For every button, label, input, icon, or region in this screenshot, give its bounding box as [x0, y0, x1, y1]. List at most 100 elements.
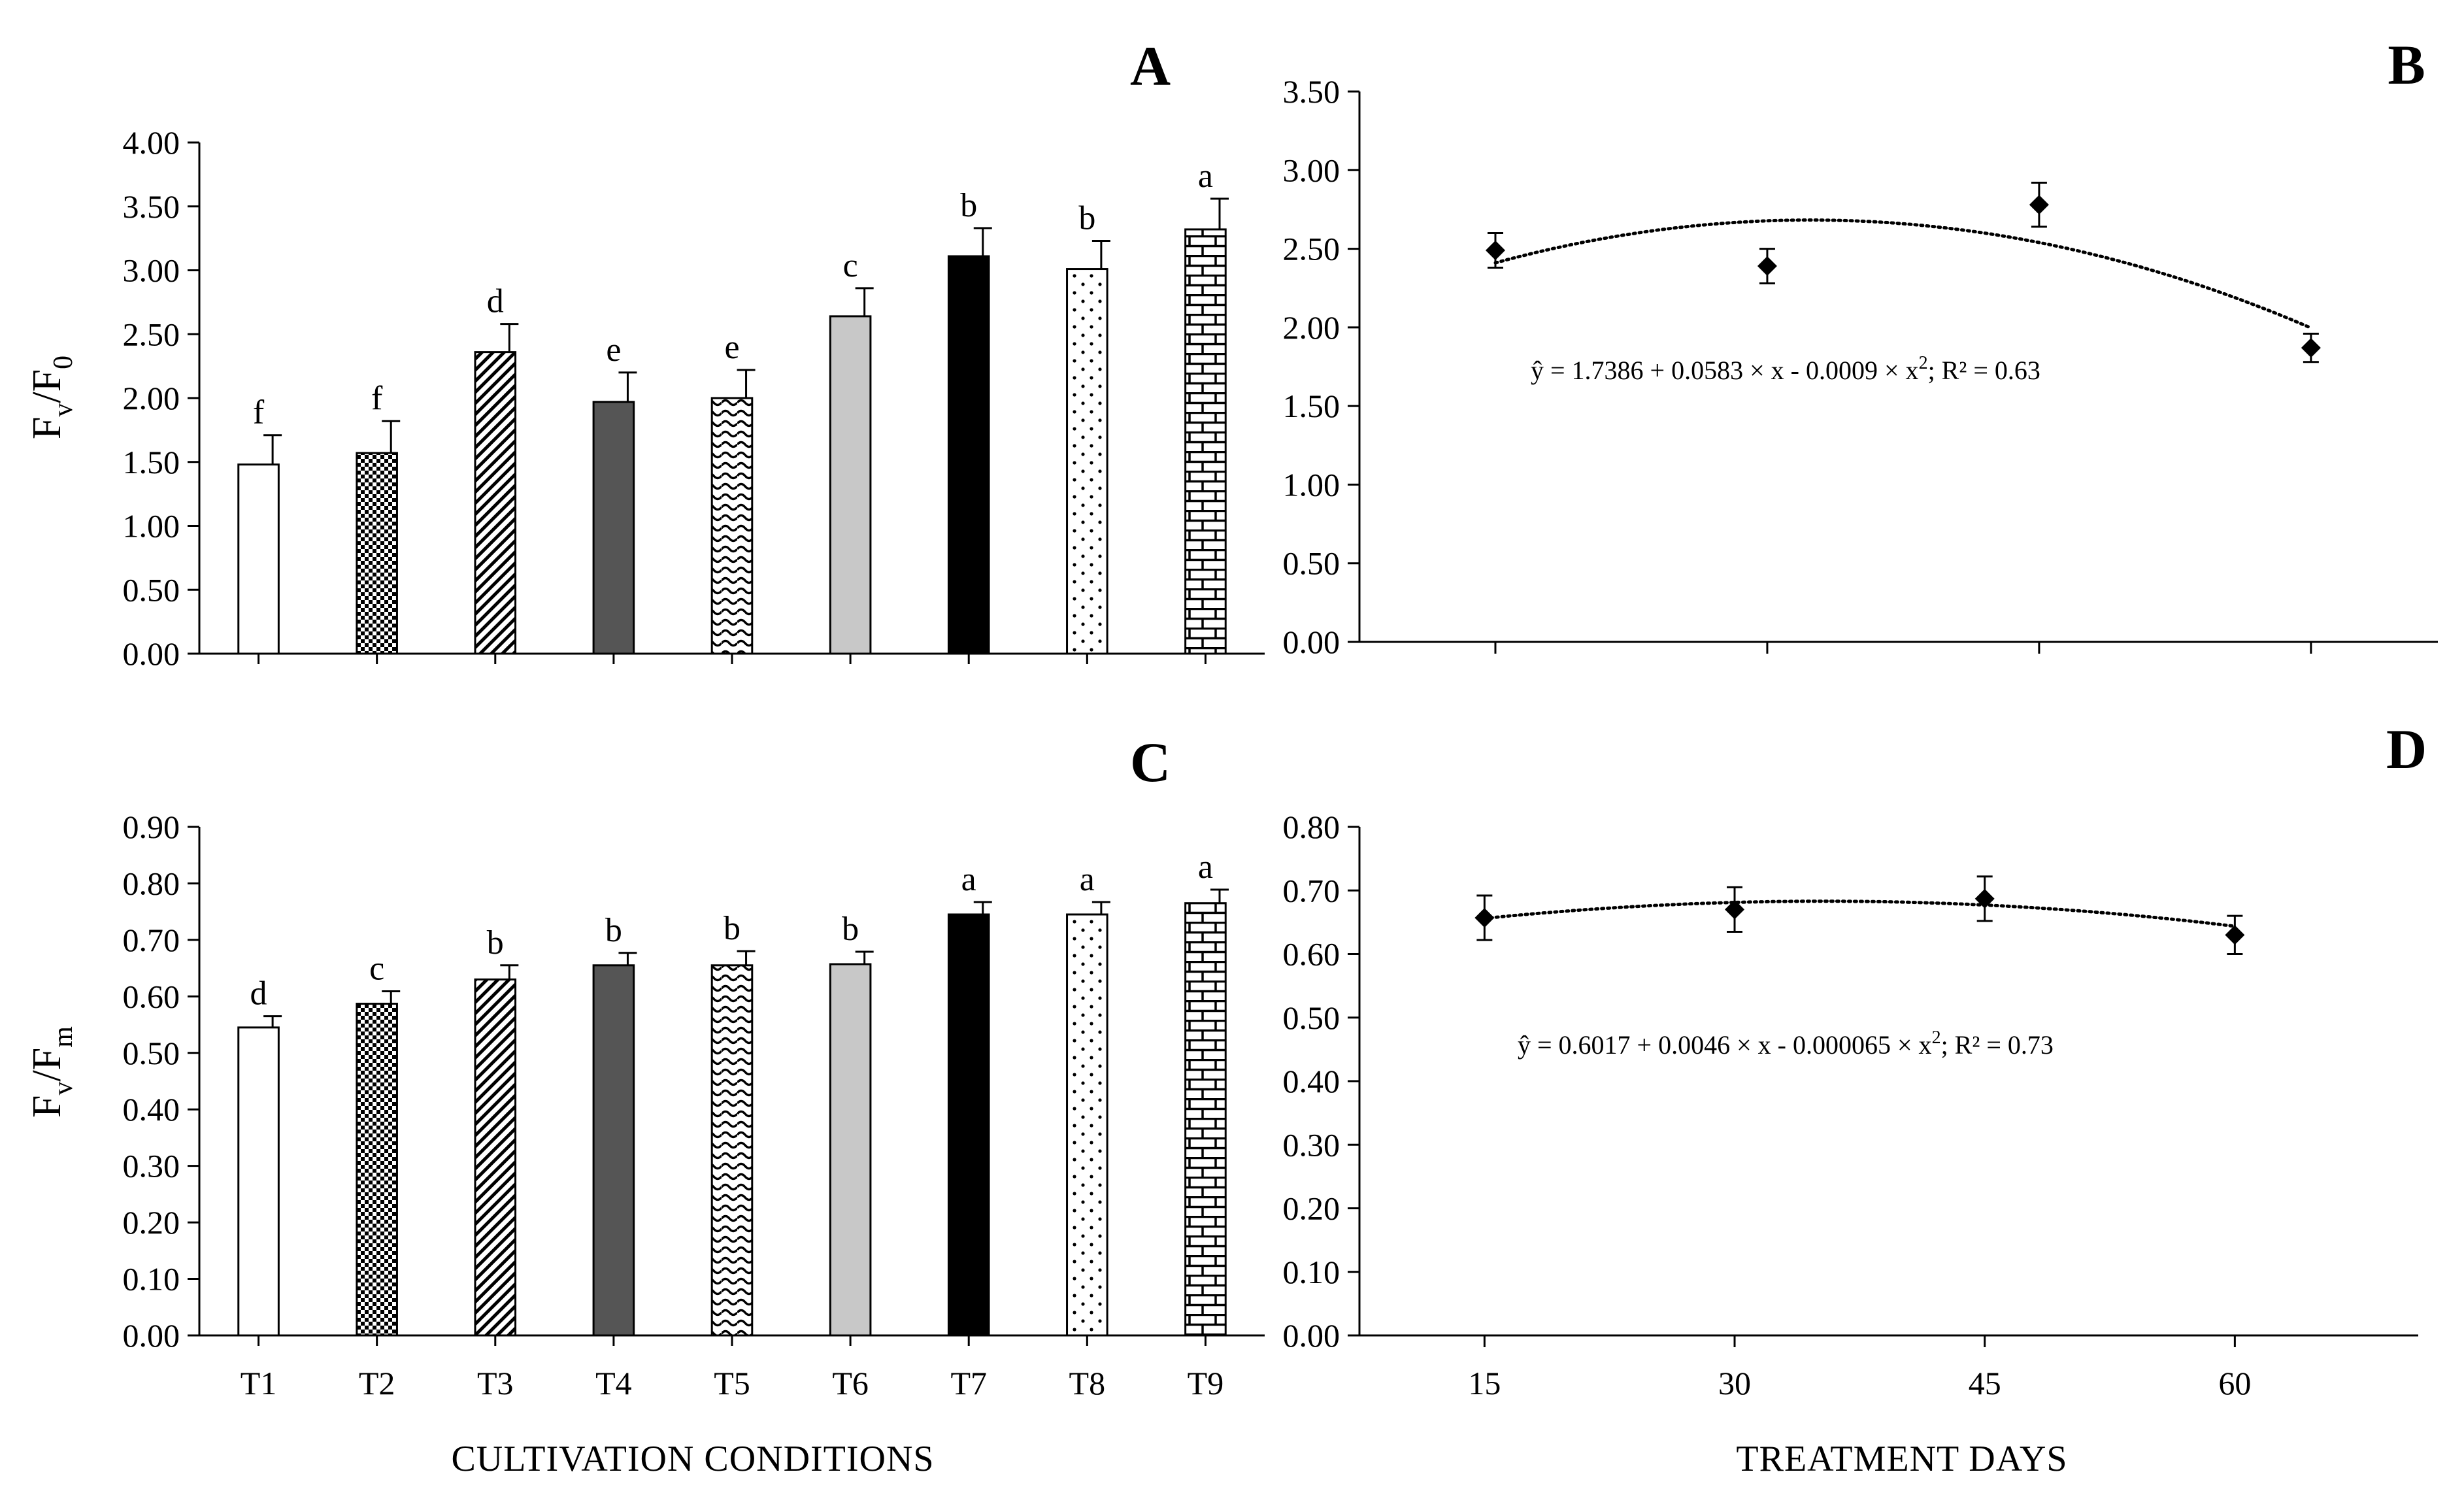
significance-letter-a-T3: d — [487, 283, 504, 320]
significance-letter-a-T7: b — [960, 187, 977, 224]
y-tick-label-b: 0.50 — [1283, 545, 1340, 582]
y-tick-label-c: 0.60 — [123, 978, 180, 1014]
y-tick-label-d: 0.20 — [1283, 1190, 1340, 1227]
data-point-d — [1974, 888, 1995, 909]
data-point-b — [2029, 195, 2049, 215]
y-tick-label-c: 0.70 — [123, 922, 180, 958]
bar-c-T2 — [356, 1003, 398, 1337]
panel-d: D ŷ = 0.6017 + 0.0046 × x - 0.000065 × x… — [1283, 718, 2427, 1479]
bar-c-T3 — [474, 978, 517, 1337]
panel-c: C Fv/Fm CULTIVATION CONDITIONS 0.00 0.10 0… — [25, 731, 1265, 1479]
bar-a-T9 — [1184, 228, 1227, 655]
x-tick-label-d: 30 — [1718, 1365, 1751, 1401]
x-tick-label-d: 60 — [2218, 1365, 2251, 1401]
regression-equation-d: ŷ = 0.6017 + 0.0046 × x - 0.000065 × x2;… — [1518, 1028, 2054, 1060]
data-point-b — [1757, 256, 1777, 276]
y-tick-label-c: 0.20 — [123, 1204, 180, 1241]
y-tick-label-a: 4.00 — [123, 124, 180, 161]
y-tick-label-c: 0.80 — [123, 865, 180, 901]
bar-c-T9 — [1184, 902, 1227, 1337]
y-tick-label-b: 3.00 — [1283, 152, 1340, 188]
bar-c-T8 — [1066, 913, 1108, 1337]
significance-letter-c-T6: b — [842, 911, 859, 948]
y-tick-label-d: 0.10 — [1283, 1254, 1340, 1290]
bar-c-T4 — [592, 964, 635, 1337]
y-tick-label-b: 1.50 — [1283, 388, 1340, 424]
x-axis-title-c: CULTIVATION CONDITIONS — [451, 1439, 934, 1479]
bar-a-T7 — [947, 255, 990, 655]
bar-a-T8 — [1066, 268, 1108, 655]
significance-letter-c-T2: c — [369, 950, 384, 988]
significance-letter-a-T2: f — [371, 380, 383, 417]
significance-letter-a-T6: c — [843, 247, 858, 284]
data-point-b — [2301, 338, 2321, 358]
y-tick-label-a: 2.00 — [123, 380, 180, 416]
significance-letter-c-T1: d — [250, 975, 267, 1013]
y-tick-label-a: 3.00 — [123, 252, 180, 289]
data-point-b — [1485, 240, 1505, 260]
y-tick-label-d: 0.80 — [1283, 809, 1340, 845]
x-tick-label-c-T5: T5 — [714, 1365, 750, 1401]
x-tick-label-d: 15 — [1468, 1365, 1501, 1401]
x-tick-label-c-T4: T4 — [595, 1365, 632, 1401]
panel-label-b: B — [2388, 33, 2425, 96]
significance-letter-c-T3: b — [487, 924, 504, 962]
y-tick-label-d: 0.70 — [1283, 872, 1340, 909]
y-tick-label-b: 1.00 — [1283, 466, 1340, 503]
significance-letter-a-T1: f — [253, 394, 265, 431]
significance-letter-c-T4: b — [605, 912, 622, 949]
data-point-d — [2225, 925, 2245, 945]
y-tick-label-d: 0.40 — [1283, 1063, 1340, 1099]
x-tick-label-c-T3: T3 — [477, 1365, 514, 1401]
y-tick-label-b: 2.50 — [1283, 231, 1340, 267]
significance-letter-a-T4: e — [606, 331, 621, 369]
y-tick-label-c: 0.30 — [123, 1148, 180, 1184]
y-axis-title-c: Fv/Fm — [25, 1026, 78, 1118]
panel-label-c: C — [1130, 731, 1171, 794]
y-tick-label-c: 0.50 — [123, 1035, 180, 1071]
x-tick-label-c-T2: T2 — [359, 1365, 395, 1401]
bar-c-T1 — [237, 1026, 280, 1337]
y-axis-title-a: Fv/F0 — [25, 356, 78, 439]
y-tick-label-a: 0.00 — [123, 635, 180, 672]
x-tick-label-c-T7: T7 — [950, 1365, 987, 1401]
x-tick-label-c-T6: T6 — [832, 1365, 869, 1401]
data-point-d — [1725, 899, 1745, 920]
bar-a-T5 — [710, 397, 754, 655]
y-tick-label-a: 1.50 — [123, 444, 180, 480]
x-tick-label-c-T1: T1 — [241, 1365, 277, 1401]
y-tick-label-a: 2.50 — [123, 316, 180, 352]
y-tick-label-d: 0.00 — [1283, 1317, 1340, 1354]
y-tick-label-b: 2.00 — [1283, 309, 1340, 346]
x-tick-label-d: 45 — [1969, 1365, 2001, 1401]
panel-a: A Fv/F0 0.00 0.50 1.00 1.50 2.00 2.50 3.00 3.50… — [25, 35, 1265, 672]
y-tick-label-d: 0.50 — [1283, 999, 1340, 1036]
bar-a-T2 — [356, 452, 398, 655]
y-tick-label-a: 3.50 — [123, 188, 180, 225]
data-point-d — [1474, 908, 1495, 928]
bar-a-T1 — [237, 463, 280, 655]
significance-letter-c-T8: a — [1080, 861, 1095, 898]
significance-letter-a-T5: e — [724, 329, 739, 366]
y-tick-label-b: 3.50 — [1283, 73, 1340, 110]
panel-label-a: A — [1130, 35, 1171, 97]
significance-letter-a-T8: b — [1078, 200, 1095, 237]
y-tick-label-d: 0.60 — [1283, 936, 1340, 973]
bar-a-T4 — [592, 401, 635, 655]
trend-line-d — [1482, 899, 2237, 928]
y-tick-label-c: 0.40 — [123, 1091, 180, 1128]
y-tick-label-a: 1.00 — [123, 508, 180, 544]
regression-equation-b: ŷ = 1.7386 + 0.0583 × x - 0.0009 × x2; R… — [1531, 353, 2040, 385]
y-tick-label-a: 0.50 — [123, 571, 180, 608]
bar-c-T5 — [710, 964, 754, 1337]
significance-letter-c-T5: b — [724, 910, 741, 947]
trend-line-b — [1493, 218, 2313, 330]
bar-a-T6 — [829, 315, 872, 655]
y-tick-label-c: 0.90 — [123, 809, 180, 845]
x-tick-label-c-T9: T9 — [1188, 1365, 1224, 1401]
bar-a-T3 — [474, 351, 517, 655]
x-tick-label-c-T8: T8 — [1069, 1365, 1106, 1401]
y-tick-label-c: 0.10 — [123, 1261, 180, 1298]
bar-c-T6 — [829, 963, 872, 1337]
